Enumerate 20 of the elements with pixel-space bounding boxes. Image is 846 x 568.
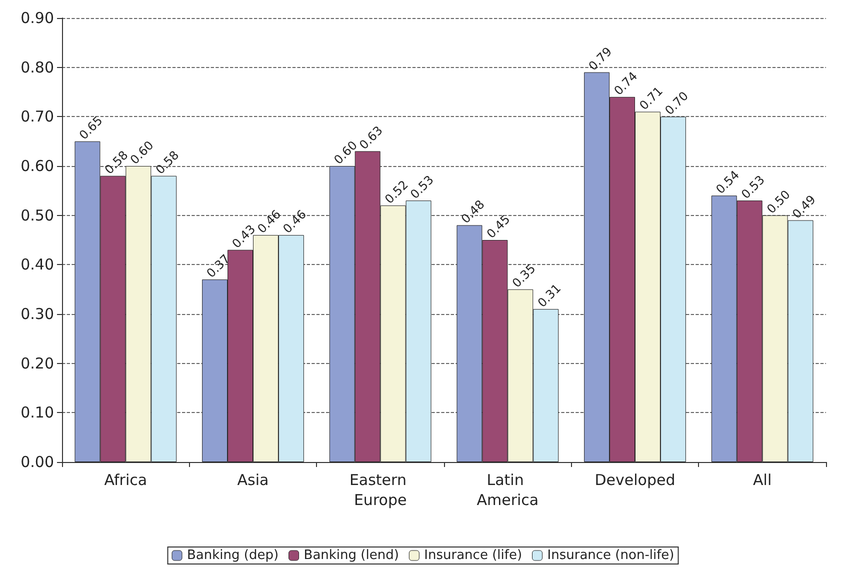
legend-label: Banking (dep) [187,548,279,563]
x-tick-label: Africa [104,471,148,489]
x-tick-label: Developed [594,471,676,489]
legend-label: Banking (lend) [304,548,399,563]
y-tick-label: 0.10 [20,404,54,422]
y-tick-label: 0.20 [20,354,54,372]
y-tick-label: 0.90 [20,9,54,27]
legend-label: Insurance (non-life) [547,548,674,563]
y-tick-label: 0.00 [20,453,54,471]
x-tick-label: Asia [237,471,269,489]
x-tick-label: Latin America [476,471,539,509]
legend-label: Insurance (life) [424,548,522,563]
x-tick-label: All [753,471,772,489]
y-tick-label: 0.40 [20,256,54,274]
x-tick-label: Eastern Europe [349,471,412,509]
y-tick-label: 0.80 [20,58,54,76]
y-tick-label: 0.30 [20,305,54,323]
y-tick-label: 0.60 [20,157,54,175]
y-tick-label: 0.50 [20,206,54,224]
y-tick-label: 0.70 [20,108,54,126]
